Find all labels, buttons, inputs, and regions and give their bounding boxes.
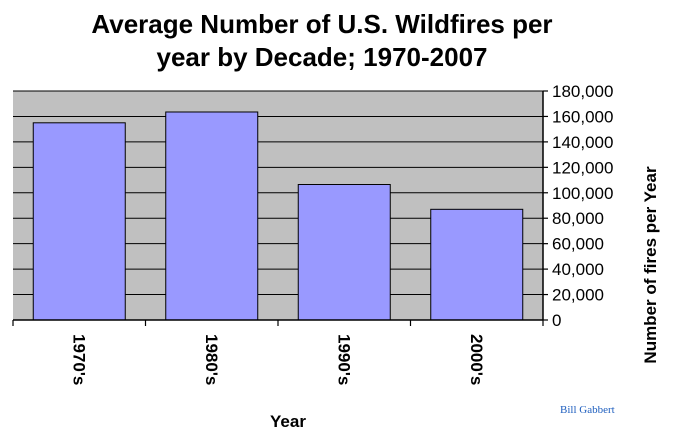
y-tick-label: 60,000 xyxy=(552,235,604,254)
bar-2000s xyxy=(430,208,524,321)
bar-1980s xyxy=(165,111,259,321)
category-label: 1990's xyxy=(334,334,353,385)
y-tick-label: 20,000 xyxy=(552,286,604,305)
y-tick-label: 160,000 xyxy=(552,107,613,126)
x-axis-ticks xyxy=(12,320,544,326)
y-tick-label: 80,000 xyxy=(552,209,604,228)
y-tick-label: 140,000 xyxy=(552,133,613,152)
category-label: 1980's xyxy=(202,334,221,385)
category-label: 1970's xyxy=(69,334,88,385)
chart-title-line-1: Average Number of U.S. Wildfires per xyxy=(91,9,552,39)
y-tick-labels: 0 20,000 40,000 60,000 80,000 100,000 120,000 1… xyxy=(552,82,613,330)
y-tick-label: 120,000 xyxy=(552,158,613,177)
bar-1970s xyxy=(32,122,126,321)
y-axis-ticks xyxy=(543,90,548,321)
x-axis-title: Year xyxy=(270,412,306,431)
credit-text: Bill Gabbert xyxy=(560,404,615,416)
y-tick-label: 100,000 xyxy=(552,184,613,203)
chart-title-line-2: year by Decade; 1970-2007 xyxy=(156,42,487,72)
y-tick-label: 40,000 xyxy=(552,260,604,279)
y-tick-label: 180,000 xyxy=(552,82,613,101)
bars xyxy=(32,111,524,321)
bar-1990s xyxy=(297,184,391,321)
category-label: 2000's xyxy=(467,334,486,385)
category-labels: 1970's 1980's 1990's 2000's xyxy=(69,334,486,385)
y-axis-title: Number of fires per Year xyxy=(641,166,660,364)
y-tick-label: 0 xyxy=(552,311,561,330)
